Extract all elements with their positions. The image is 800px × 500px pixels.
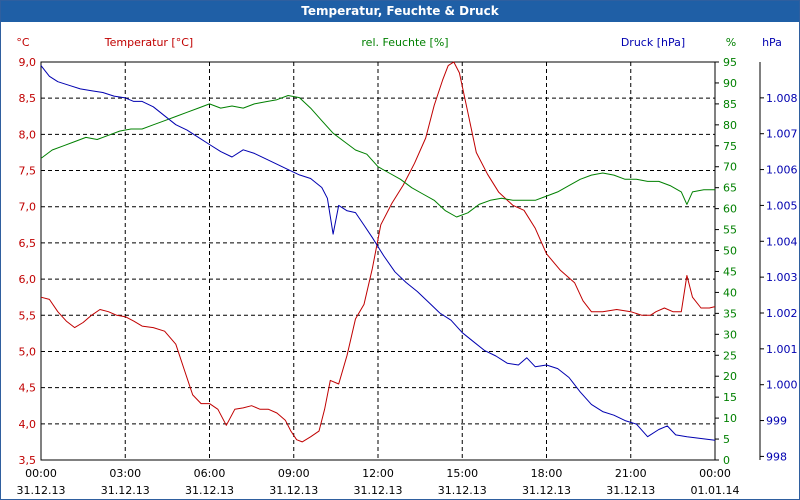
temperature-unit-label: °C bbox=[16, 36, 30, 49]
humidity-tick-label: 30 bbox=[723, 328, 737, 341]
humidity-tick-label: 0 bbox=[723, 454, 730, 467]
temperature-tick-label: 4,0 bbox=[19, 418, 37, 431]
humidity-line bbox=[40, 95, 715, 218]
x-tick-time: 12:00 bbox=[362, 467, 394, 480]
pressure-tick-label: 1.008 bbox=[766, 92, 798, 105]
pressure-tick-label: 1.004 bbox=[766, 235, 798, 248]
humidity-unit-label: % bbox=[726, 36, 736, 49]
humidity-tick-label: 85 bbox=[723, 98, 737, 111]
temperature-tick-label: 7,5 bbox=[19, 165, 37, 178]
humidity-tick-label: 65 bbox=[723, 182, 737, 195]
humidity-tick-label: 45 bbox=[723, 265, 737, 278]
pressure-tick-label: 1.002 bbox=[766, 307, 798, 320]
x-tick-date: 01.01.14 bbox=[691, 484, 740, 497]
x-tick-time: 21:00 bbox=[615, 467, 647, 480]
humidity-tick-label: 55 bbox=[723, 224, 737, 237]
legend-entry: rel. Feuchte [%] bbox=[361, 36, 448, 49]
temperature-line bbox=[40, 61, 716, 443]
temperature-tick-label: 6,0 bbox=[19, 273, 37, 286]
humidity-tick-label: 25 bbox=[723, 349, 737, 362]
humidity-tick-label: 90 bbox=[723, 77, 737, 90]
humidity-tick-label: 95 bbox=[723, 56, 737, 69]
x-tick-time: 00:00 bbox=[25, 467, 57, 480]
pressure-unit-label: hPa bbox=[762, 36, 782, 49]
x-tick-date: 31.12.13 bbox=[354, 484, 403, 497]
x-tick-time: 06:00 bbox=[194, 467, 226, 480]
legend-entry: Druck [hPa] bbox=[621, 36, 685, 49]
pressure-tick-label: 1.006 bbox=[766, 164, 798, 177]
x-tick-time: 15:00 bbox=[446, 467, 478, 480]
pressure-tick-label: 999 bbox=[766, 415, 787, 428]
chart-svg: 00:00 31.12.13 03:00 31.12.13 06:00 31.12.13 0… bbox=[16, 36, 798, 497]
temperature-tick-label: 7,0 bbox=[19, 201, 37, 214]
x-tick-date: 31.12.13 bbox=[438, 484, 487, 497]
pressure-tick-label: 1.005 bbox=[766, 199, 798, 212]
pressure-tick-label: 1.000 bbox=[766, 379, 798, 392]
humidity-tick-label: 75 bbox=[723, 140, 737, 153]
temperature-tick-label: 3,5 bbox=[19, 454, 37, 467]
temperature-tick-label: 5,5 bbox=[19, 309, 37, 322]
temperature-tick-label: 4,5 bbox=[19, 382, 37, 395]
humidity-tick-label: 70 bbox=[723, 161, 737, 174]
legend-entry: Temperatur [°C] bbox=[104, 36, 193, 49]
pressure-tick-label: 998 bbox=[766, 450, 787, 463]
x-tick-date: 31.12.13 bbox=[606, 484, 655, 497]
x-tick-time: 09:00 bbox=[278, 467, 310, 480]
temperature-tick-label: 5,0 bbox=[19, 345, 37, 358]
pressure-tick-label: 1.001 bbox=[766, 343, 798, 356]
humidity-tick-label: 80 bbox=[723, 119, 737, 132]
humidity-tick-label: 35 bbox=[723, 307, 737, 320]
x-tick-time: 00:00 bbox=[699, 467, 731, 480]
chart-title: Temperatur, Feuchte & Druck bbox=[1, 1, 799, 22]
x-tick-date: 31.12.13 bbox=[101, 484, 150, 497]
pressure-line bbox=[40, 65, 716, 441]
humidity-tick-label: 40 bbox=[723, 286, 737, 299]
pressure-tick-label: 1.003 bbox=[766, 271, 798, 284]
x-tick-date: 31.12.13 bbox=[17, 484, 66, 497]
x-tick-date: 31.12.13 bbox=[522, 484, 571, 497]
pressure-tick-label: 1.007 bbox=[766, 128, 798, 141]
humidity-tick-label: 60 bbox=[723, 203, 737, 216]
x-tick-time: 03:00 bbox=[109, 467, 141, 480]
humidity-tick-label: 50 bbox=[723, 245, 737, 258]
x-tick-date: 31.12.13 bbox=[269, 484, 318, 497]
temperature-tick-label: 8,5 bbox=[19, 92, 37, 105]
humidity-tick-label: 10 bbox=[723, 412, 737, 425]
temperature-tick-label: 6,5 bbox=[19, 237, 37, 250]
x-tick-date: 31.12.13 bbox=[185, 484, 234, 497]
temperature-tick-label: 8,0 bbox=[19, 128, 37, 141]
humidity-tick-label: 15 bbox=[723, 391, 737, 404]
humidity-tick-label: 20 bbox=[723, 370, 737, 383]
temperature-tick-label: 9,0 bbox=[19, 56, 37, 69]
humidity-tick-label: 5 bbox=[723, 433, 730, 446]
x-tick-time: 18:00 bbox=[531, 467, 563, 480]
